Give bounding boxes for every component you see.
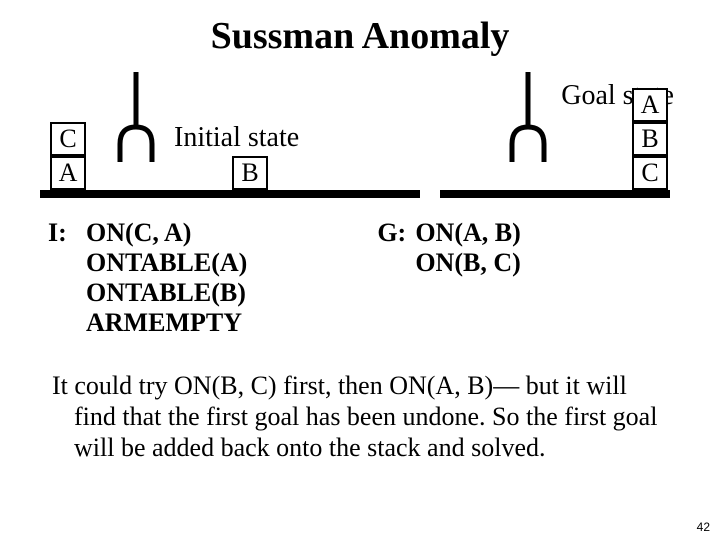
table-right	[440, 190, 670, 198]
page-number: 42	[697, 520, 710, 534]
block-b-goal: B	[632, 122, 668, 156]
state-lists-row: I: ON(C, A) ONTABLE(A) ONTABLE(B) ARMEMP…	[48, 218, 680, 338]
g-item-0: ON(A, B)	[415, 218, 520, 248]
goal-list-column: G: ON(A, B) ON(B, C)	[377, 218, 520, 338]
i-item-0: ON(C, A)	[86, 218, 247, 248]
i-item-3: ARMEMPTY	[86, 308, 247, 338]
initial-predicates: ON(C, A) ONTABLE(A) ONTABLE(B) ARMEMPTY	[86, 218, 247, 338]
initial-state-label: Initial state	[174, 122, 299, 154]
block-c-goal: C	[632, 156, 668, 190]
i-item-2: ONTABLE(B)	[86, 278, 247, 308]
g-item-1: ON(B, C)	[415, 248, 520, 278]
block-a-initial: A	[50, 156, 86, 190]
arm-right-icon	[500, 72, 556, 162]
g-label: G:	[377, 218, 415, 338]
goal-predicates: ON(A, B) ON(B, C)	[415, 218, 520, 338]
i-label: I:	[48, 218, 86, 338]
slide-title: Sussman Anomaly	[0, 14, 720, 58]
body-paragraph: It could try ON(B, C) first, then ON(A, …	[52, 370, 668, 464]
table-left	[40, 190, 420, 198]
i-item-1: ONTABLE(A)	[86, 248, 247, 278]
slide: Sussman Anomaly Goal state Initial state…	[0, 0, 720, 540]
arm-left-icon	[108, 72, 164, 162]
block-c-initial: C	[50, 122, 86, 156]
initial-list-column: I: ON(C, A) ONTABLE(A) ONTABLE(B) ARMEMP…	[48, 218, 247, 338]
block-b-initial: B	[232, 156, 268, 190]
block-a-goal: A	[632, 88, 668, 122]
